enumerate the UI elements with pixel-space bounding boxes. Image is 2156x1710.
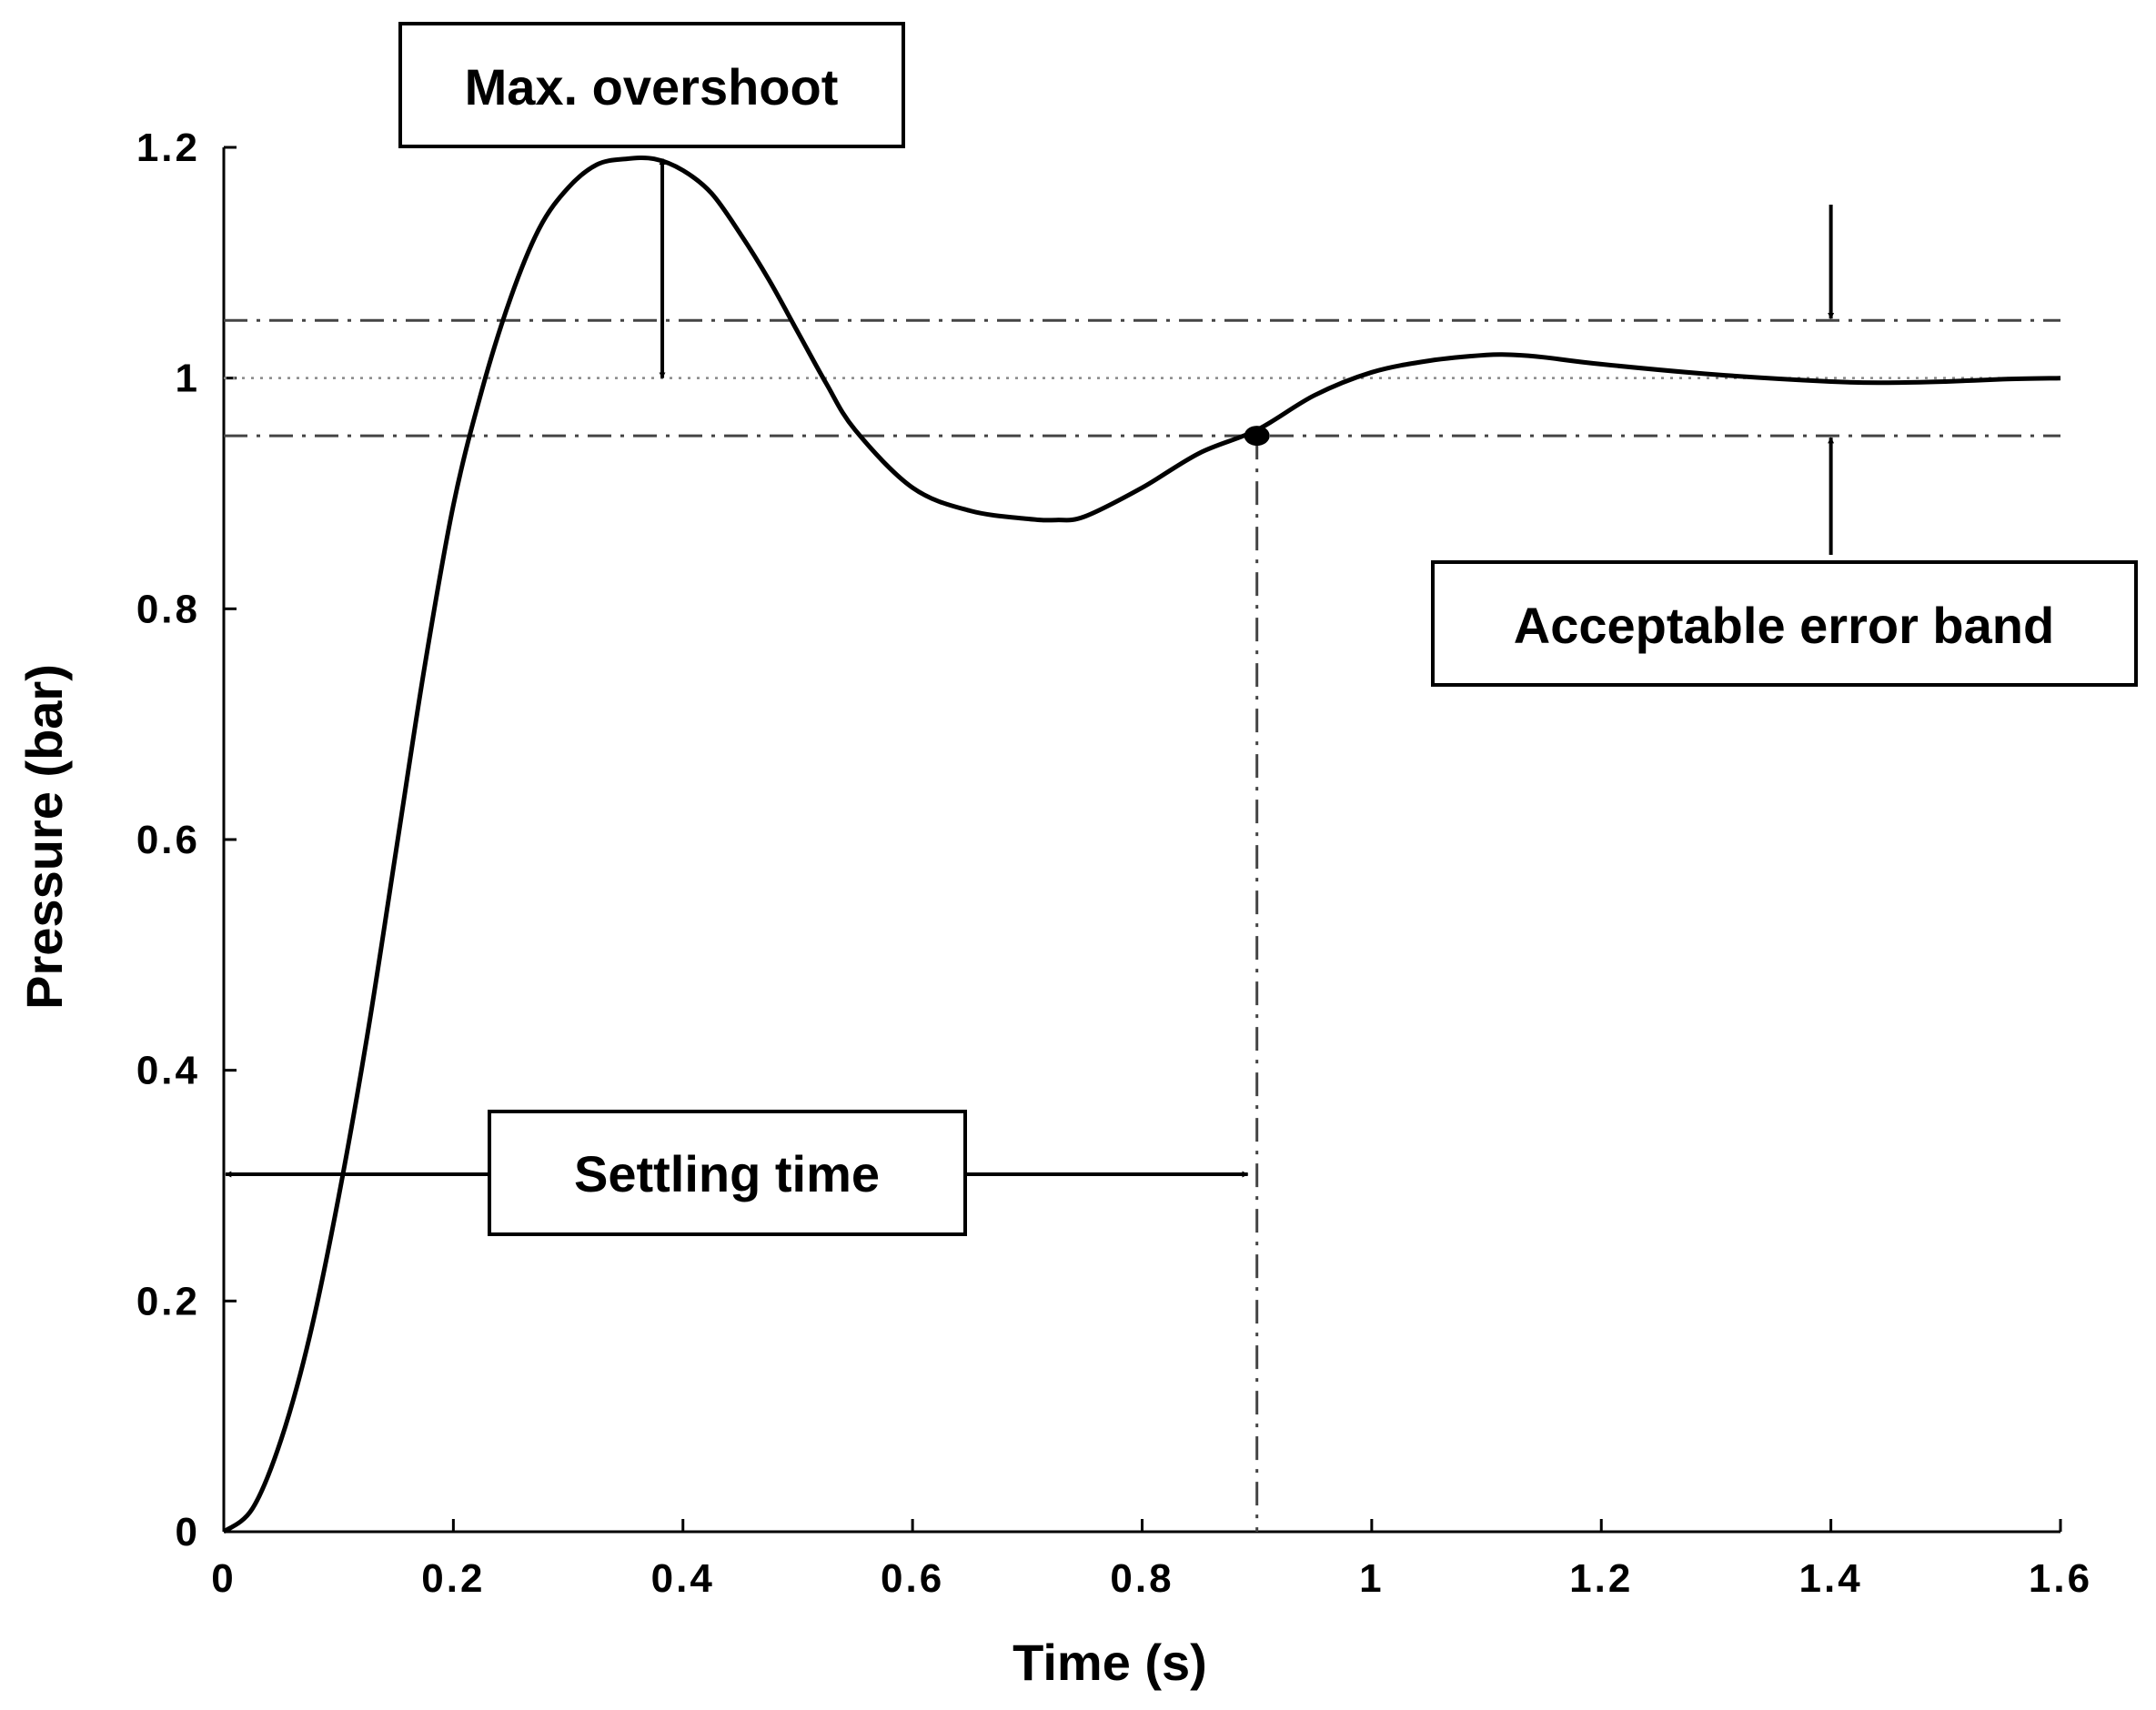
x-tick-label: 0.6 [881, 1556, 944, 1601]
x-tick-label: 0 [211, 1556, 236, 1601]
y-tick-label: 1 [176, 357, 200, 401]
x-tick-label: 0.2 [421, 1556, 485, 1601]
x-tick-label: 1 [1359, 1556, 1384, 1601]
y-tick-label: 0.2 [136, 1279, 200, 1323]
y-tick-label: 0.6 [136, 818, 200, 862]
y-axis-ticks: 0 0.2 0.4 0.6 0.8 1 1.2 [136, 126, 237, 1554]
settling-callout: Settling time [488, 1110, 967, 1236]
pressure-response-line [222, 155, 2061, 1534]
x-tick-label: 1.2 [1569, 1556, 1633, 1601]
x-axis-ticks: 0 0.2 0.4 0.6 0.8 1 1.2 1.4 1.6 [211, 1519, 2092, 1601]
y-tick-label: 0.4 [136, 1049, 200, 1093]
x-axis-title: Time (s) [1013, 1634, 1207, 1691]
x-tick-label: 0.4 [651, 1556, 715, 1601]
overshoot-label: Max. overshoot [465, 58, 839, 116]
overshoot-callout: Max. overshoot [398, 22, 905, 148]
error-band-callout: Acceptable error band [1431, 560, 2138, 687]
error-band-label: Acceptable error band [1514, 597, 2054, 654]
x-tick-label: 1.4 [1799, 1556, 1863, 1601]
settling-label: Settling time [574, 1145, 880, 1202]
y-axis-title: Pressure (bar) [15, 664, 73, 1010]
y-tick-label: 1.2 [136, 126, 200, 170]
y-tick-label: 0.8 [136, 587, 200, 631]
settling-point-marker [1244, 426, 1270, 447]
x-tick-label: 1.6 [2029, 1556, 2092, 1601]
x-tick-label: 0.8 [1110, 1556, 1174, 1601]
y-tick-label: 0 [176, 1510, 200, 1554]
